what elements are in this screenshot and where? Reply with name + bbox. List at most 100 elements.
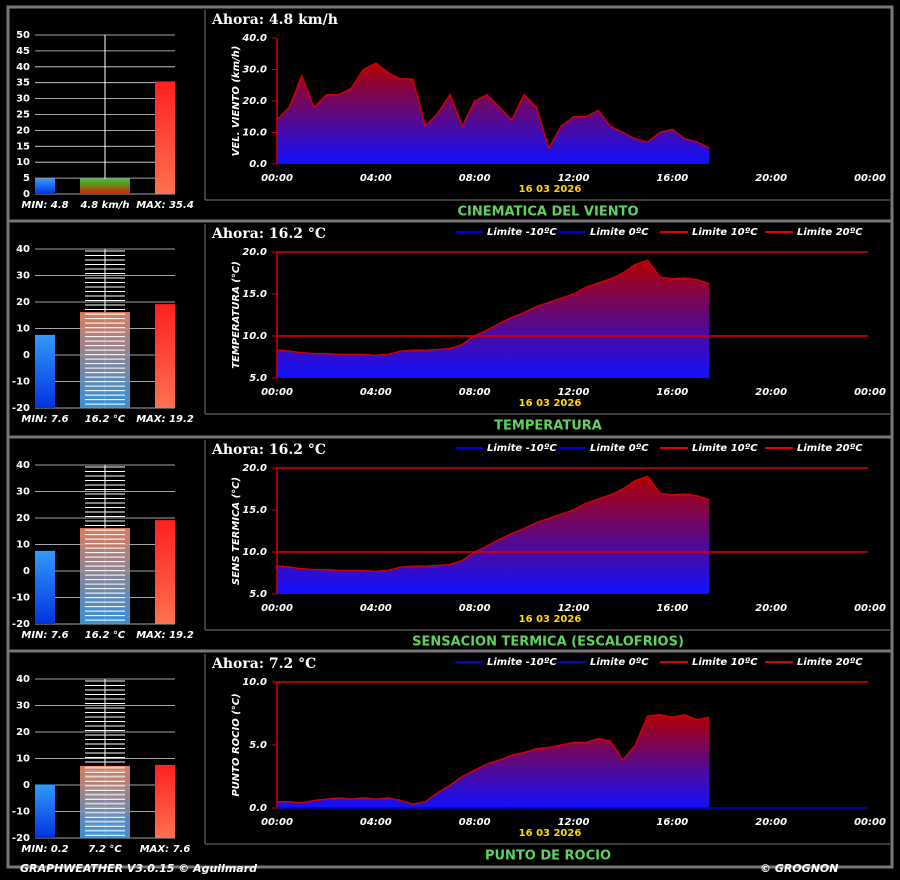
bar bbox=[155, 81, 175, 194]
caption: TEMPERATURA bbox=[494, 419, 602, 434]
y-tick-label: 50 bbox=[16, 30, 30, 41]
legend-label: Limite 0ºC bbox=[590, 227, 649, 238]
y-tick-label: -20 bbox=[12, 403, 30, 414]
legend-label: Limite 0ºC bbox=[590, 657, 649, 668]
x-tick-label: 00:00 bbox=[854, 173, 886, 184]
x-tick-label: 12:00 bbox=[558, 603, 590, 614]
x-tick-label: 12:00 bbox=[558, 173, 590, 184]
bar bbox=[35, 784, 55, 838]
x-tick-label: 12:00 bbox=[558, 387, 590, 398]
y-tick-label: 10.0 bbox=[242, 677, 267, 688]
y-tick-label: -10 bbox=[12, 807, 30, 818]
date-label: 16 03 2026 bbox=[519, 398, 582, 409]
x-tick-label: 00:00 bbox=[854, 387, 886, 398]
y-tick-label: 30.0 bbox=[242, 65, 267, 76]
value-label: MIN: 4.8 bbox=[21, 200, 68, 211]
y-tick-label: 30 bbox=[16, 94, 30, 105]
x-tick-label: 20:00 bbox=[755, 817, 787, 828]
legend-label: Limite -10ºC bbox=[487, 443, 557, 454]
y-tick-label: -20 bbox=[12, 833, 30, 844]
y-tick-label: 5.0 bbox=[249, 589, 267, 600]
x-tick-label: 16:00 bbox=[656, 603, 688, 614]
value-label: 16.2 °C bbox=[85, 414, 126, 425]
y-tick-label: 20.0 bbox=[242, 96, 267, 107]
area-fill bbox=[277, 63, 710, 165]
bar bbox=[35, 550, 55, 624]
y-tick-label: 10 bbox=[16, 324, 30, 335]
y-tick-label: 15 bbox=[16, 141, 30, 152]
legend-label: Limite -10ºC bbox=[487, 227, 557, 238]
y-tick-label: 40 bbox=[16, 244, 30, 255]
legend-label: Limite 10ºC bbox=[692, 657, 758, 668]
x-tick-label: 00:00 bbox=[261, 173, 293, 184]
y-tick-label: 5 bbox=[23, 173, 30, 184]
x-tick-label: 04:00 bbox=[360, 387, 392, 398]
y-tick-label: 20 bbox=[16, 513, 30, 524]
footer-right: © GROGNON bbox=[760, 862, 838, 875]
y-tick-label: 5.0 bbox=[249, 740, 267, 751]
y-tick-label: 40 bbox=[16, 674, 30, 685]
legend-label: Limite 20ºC bbox=[797, 227, 863, 238]
value-label: MAX: 19.2 bbox=[136, 630, 194, 641]
area-fill bbox=[277, 714, 710, 808]
y-tick-label: 40.0 bbox=[241, 33, 267, 44]
bar bbox=[35, 334, 55, 408]
x-tick-label: 20:00 bbox=[755, 173, 787, 184]
x-tick-label: 00:00 bbox=[854, 817, 886, 828]
x-tick-label: 12:00 bbox=[558, 817, 590, 828]
x-tick-label: 16:00 bbox=[656, 817, 688, 828]
y-tick-label: -10 bbox=[12, 377, 30, 388]
x-tick-label: 00:00 bbox=[261, 817, 293, 828]
caption: PUNTO DE ROCIO bbox=[485, 849, 611, 864]
y-tick-label: 10 bbox=[16, 754, 30, 765]
y-tick-label: 10.0 bbox=[242, 547, 267, 558]
y-tick-label: 0.0 bbox=[249, 159, 267, 170]
y-tick-label: 10 bbox=[16, 540, 30, 551]
value-label: MAX: 19.2 bbox=[136, 414, 194, 425]
bar bbox=[155, 520, 175, 624]
y-axis-label: PUNTO ROCIO (°C) bbox=[231, 693, 242, 796]
x-tick-label: 08:00 bbox=[459, 817, 491, 828]
caption: CINEMATICA DEL VIENTO bbox=[457, 205, 638, 220]
y-tick-label: 5.0 bbox=[249, 373, 267, 384]
x-tick-label: 16:00 bbox=[656, 387, 688, 398]
y-tick-label: -10 bbox=[12, 593, 30, 604]
bar bbox=[155, 764, 175, 838]
y-tick-label: 40 bbox=[16, 62, 30, 73]
y-tick-label: 15.0 bbox=[242, 505, 267, 516]
y-tick-label: 35 bbox=[16, 78, 30, 89]
area-line bbox=[276, 475, 710, 573]
y-tick-label: 0 bbox=[23, 780, 30, 791]
legend-label: Limite 10ºC bbox=[692, 227, 758, 238]
y-tick-label: 30 bbox=[16, 487, 30, 498]
area-line bbox=[277, 713, 710, 805]
y-tick-label: 0 bbox=[23, 350, 30, 361]
area-line bbox=[276, 259, 710, 357]
value-label: MIN: 7.6 bbox=[21, 414, 68, 425]
y-tick-label: 30 bbox=[16, 701, 30, 712]
x-tick-label: 04:00 bbox=[360, 173, 392, 184]
bar bbox=[155, 304, 175, 408]
bar bbox=[80, 178, 130, 194]
legend-label: Limite -10ºC bbox=[487, 657, 557, 668]
y-tick-label: 0.0 bbox=[249, 803, 267, 814]
legend-label: Limite 10ºC bbox=[692, 443, 758, 454]
value-label: MIN: 7.6 bbox=[21, 630, 68, 641]
value-label: 4.8 km/h bbox=[79, 200, 129, 211]
y-tick-label: 25 bbox=[16, 110, 30, 121]
date-label: 16 03 2026 bbox=[519, 828, 582, 839]
x-tick-label: 00:00 bbox=[261, 603, 293, 614]
footer-left: GRAPHWEATHER V3.0.15 © Aguilmard bbox=[20, 862, 257, 875]
value-label: 7.2 °C bbox=[88, 844, 122, 855]
y-tick-label: 10.0 bbox=[242, 331, 267, 342]
x-tick-label: 00:00 bbox=[261, 387, 293, 398]
value-label: MAX: 35.4 bbox=[136, 200, 194, 211]
x-tick-label: 04:00 bbox=[360, 817, 392, 828]
y-tick-label: 45 bbox=[16, 46, 30, 57]
value-label: 16.2 °C bbox=[85, 630, 126, 641]
y-tick-label: 20 bbox=[16, 297, 30, 308]
y-tick-label: 30 bbox=[16, 271, 30, 282]
y-tick-label: 0 bbox=[23, 189, 30, 200]
